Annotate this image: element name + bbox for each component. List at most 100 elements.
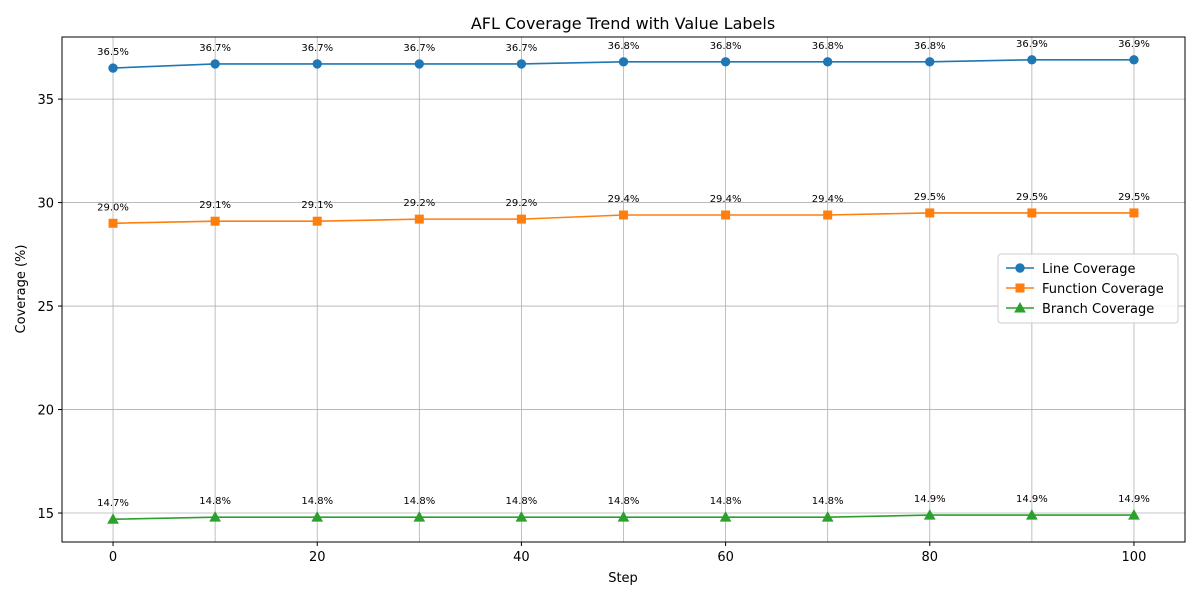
legend-label-branch-coverage: Branch Coverage bbox=[1042, 302, 1154, 317]
data-point-branch-coverage bbox=[311, 511, 324, 522]
data-label-function-coverage: 29.5% bbox=[1118, 192, 1150, 203]
data-label-line-coverage: 36.5% bbox=[97, 47, 129, 58]
data-label-line-coverage: 36.8% bbox=[914, 41, 946, 52]
data-point-line-coverage bbox=[1129, 55, 1139, 65]
data-label-function-coverage: 29.4% bbox=[710, 194, 742, 205]
data-point-branch-coverage bbox=[617, 511, 630, 522]
legend-marker-function-coverage bbox=[1015, 283, 1025, 293]
data-point-function-coverage bbox=[108, 218, 118, 228]
data-label-branch-coverage: 14.9% bbox=[914, 494, 946, 505]
legend-label-line-coverage: Line Coverage bbox=[1042, 262, 1136, 277]
data-point-line-coverage bbox=[720, 57, 731, 67]
data-label-branch-coverage: 14.8% bbox=[301, 496, 333, 507]
x-tick-label: 80 bbox=[921, 550, 938, 565]
data-point-function-coverage bbox=[210, 216, 220, 226]
data-label-line-coverage: 36.7% bbox=[301, 43, 333, 54]
y-axis: 15 20 25 30 35 bbox=[37, 93, 62, 522]
data-point-line-coverage bbox=[516, 59, 527, 69]
data-point-function-coverage bbox=[1027, 208, 1037, 218]
data-label-line-coverage: 36.8% bbox=[608, 41, 640, 52]
legend-item-branch-coverage: Branch Coverage bbox=[1006, 301, 1154, 317]
data-label-line-coverage: 36.7% bbox=[506, 43, 538, 54]
plot-area-frame bbox=[61, 36, 1186, 543]
data-point-branch-coverage bbox=[923, 509, 936, 520]
data-label-branch-coverage: 14.8% bbox=[199, 496, 231, 507]
data-point-branch-coverage bbox=[515, 511, 528, 522]
y-tick-label: 25 bbox=[37, 300, 54, 315]
data-point-branch-coverage bbox=[1128, 509, 1140, 520]
data-label-line-coverage: 36.8% bbox=[812, 41, 844, 52]
y-tick-label: 30 bbox=[37, 197, 54, 212]
data-label-branch-coverage: 14.9% bbox=[1016, 494, 1048, 505]
data-label-function-coverage: 29.4% bbox=[608, 194, 640, 205]
legend-label-function-coverage: Function Coverage bbox=[1042, 282, 1164, 297]
data-point-line-coverage bbox=[312, 59, 322, 69]
data-point-line-coverage bbox=[618, 57, 629, 67]
series-line-coverage bbox=[108, 55, 1139, 73]
data-point-line-coverage bbox=[822, 57, 833, 67]
data-point-function-coverage bbox=[925, 208, 935, 218]
data-label-line-coverage: 36.7% bbox=[199, 43, 231, 54]
data-point-function-coverage bbox=[414, 214, 424, 224]
data-label-function-coverage: 29.2% bbox=[403, 198, 435, 209]
data-label-line-coverage: 36.9% bbox=[1118, 39, 1150, 50]
data-label-branch-coverage: 14.8% bbox=[812, 496, 844, 507]
x-axis-label: Step bbox=[608, 571, 638, 586]
data-label-branch-coverage: 14.9% bbox=[1118, 494, 1150, 505]
data-point-function-coverage bbox=[721, 210, 731, 220]
data-label-function-coverage: 29.5% bbox=[1016, 192, 1048, 203]
chart-title: AFL Coverage Trend with Value Labels bbox=[471, 14, 775, 33]
data-label-function-coverage: 29.1% bbox=[199, 200, 231, 211]
data-label-branch-coverage: 14.8% bbox=[710, 496, 742, 507]
data-point-function-coverage bbox=[619, 210, 628, 220]
data-label-branch-coverage: 14.8% bbox=[506, 496, 538, 507]
data-label-line-coverage: 36.8% bbox=[710, 41, 742, 52]
series-function-coverage bbox=[108, 208, 1139, 228]
legend-box bbox=[997, 253, 1179, 324]
x-tick-label: 100 bbox=[1122, 550, 1147, 565]
x-tick-label: 20 bbox=[309, 550, 326, 565]
x-tick-label: 0 bbox=[109, 550, 117, 565]
data-point-function-coverage bbox=[516, 214, 526, 224]
data-point-line-coverage bbox=[925, 57, 935, 67]
data-label-function-coverage: 29.5% bbox=[914, 192, 946, 203]
legend-item-function-coverage: Function Coverage bbox=[1006, 282, 1164, 297]
y-tick-label: 15 bbox=[37, 507, 54, 522]
y-axis-label: Coverage (%) bbox=[14, 245, 29, 334]
data-label-function-coverage: 29.1% bbox=[301, 200, 333, 211]
data-labels: 36.5% 36.7% 36.7% 36.7% 36.7% 36.8% 36.8% 36.8%… bbox=[97, 39, 1150, 509]
y-tick-label: 35 bbox=[37, 93, 54, 108]
data-label-branch-coverage: 14.7% bbox=[97, 498, 129, 509]
data-point-function-coverage bbox=[823, 210, 833, 220]
x-tick-label: 40 bbox=[513, 550, 530, 565]
series-layer bbox=[107, 55, 1140, 524]
data-point-function-coverage bbox=[312, 216, 322, 226]
data-point-function-coverage bbox=[1129, 208, 1139, 218]
legend-marker-branch-coverage bbox=[1014, 301, 1026, 313]
data-point-branch-coverage bbox=[413, 511, 426, 522]
x-axis: 0 20 40 60 80 100 bbox=[109, 542, 1146, 565]
data-label-line-coverage: 36.7% bbox=[403, 43, 435, 54]
data-label-line-coverage: 36.9% bbox=[1016, 39, 1048, 50]
data-point-line-coverage bbox=[108, 63, 118, 73]
data-point-line-coverage bbox=[1027, 55, 1037, 65]
legend-marker-line-coverage bbox=[1015, 263, 1025, 273]
y-tick-label: 20 bbox=[37, 404, 54, 419]
x-tick-label: 60 bbox=[717, 550, 734, 565]
data-label-function-coverage: 29.4% bbox=[812, 194, 844, 205]
legend: Line Coverage Function Coverage Branch Cov… bbox=[997, 253, 1179, 324]
data-label-branch-coverage: 14.8% bbox=[403, 496, 435, 507]
data-label-function-coverage: 29.2% bbox=[506, 198, 538, 209]
data-point-branch-coverage bbox=[821, 511, 834, 522]
data-label-branch-coverage: 14.8% bbox=[608, 496, 640, 507]
series-branch-coverage bbox=[107, 509, 1140, 524]
data-point-line-coverage bbox=[210, 59, 220, 69]
data-point-line-coverage bbox=[414, 59, 425, 69]
legend-item-line-coverage: Line Coverage bbox=[1006, 262, 1136, 277]
data-point-branch-coverage bbox=[107, 513, 119, 524]
data-label-function-coverage: 29.0% bbox=[97, 202, 129, 213]
data-point-branch-coverage bbox=[209, 511, 221, 522]
data-point-branch-coverage bbox=[1026, 509, 1038, 520]
